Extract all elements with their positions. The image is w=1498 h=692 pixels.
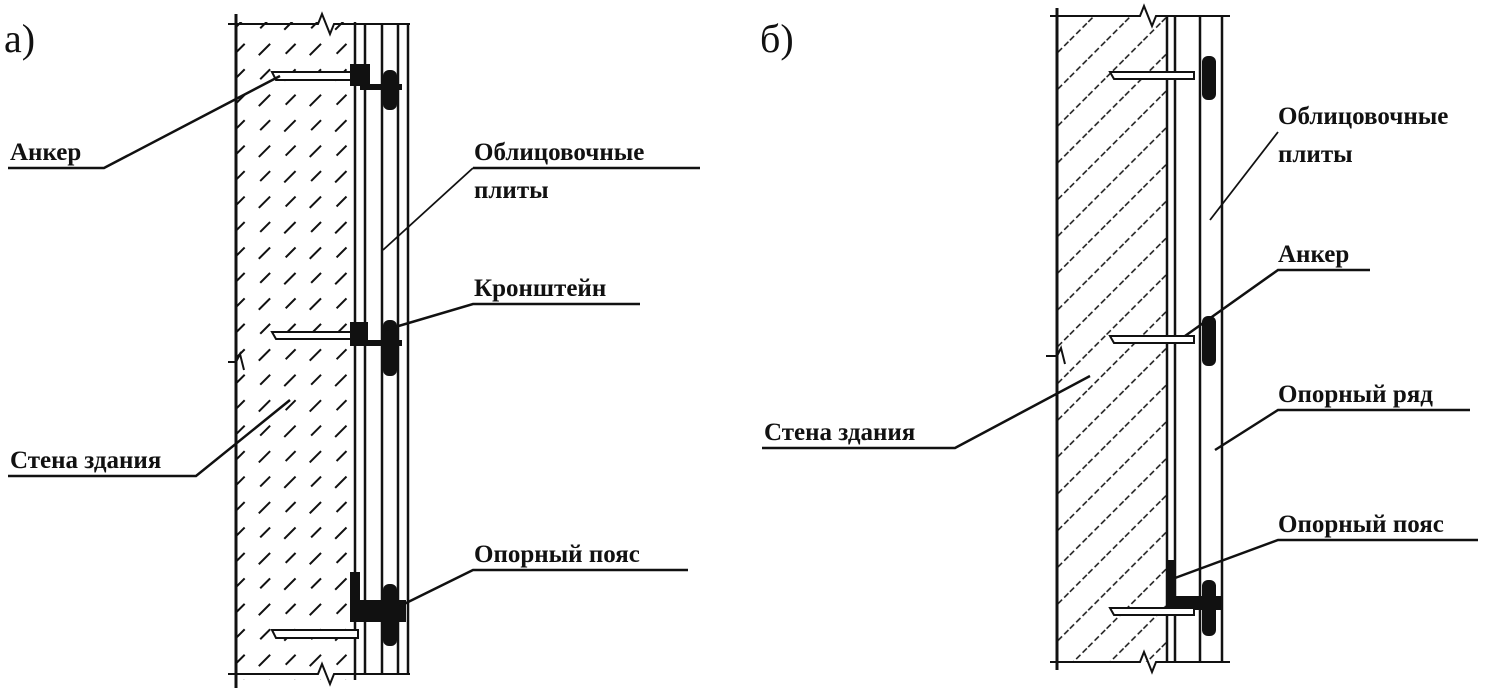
support-belt-a: [270, 572, 406, 646]
figure-a-tag: а): [4, 16, 35, 61]
label-support-belt-b: Опорный пояс: [1278, 511, 1444, 538]
anchor-b-middle: [1108, 316, 1216, 366]
label-facing-plates-a-line1: Облицовочные: [474, 139, 644, 166]
label-bracket-a: Кронштейн: [474, 275, 606, 302]
cladding-plates-a: [363, 24, 410, 674]
leaders-b: [762, 131, 1478, 580]
figure-b: б): [760, 3, 1478, 675]
figure-a: а): [4, 11, 700, 688]
leaders-a: [8, 74, 700, 608]
figure-b-tag: б): [760, 16, 794, 61]
anchor-a-top: [270, 64, 402, 110]
label-support-row-b: Опорный ряд: [1278, 381, 1433, 408]
label-facing-plates-b-line1: Облицовочные: [1278, 103, 1448, 130]
label-facing-plates-a-line2: плиты: [474, 177, 549, 204]
label-wall-b: Стена здания: [764, 419, 915, 446]
label-facing-plates-b-line2: плиты: [1278, 141, 1353, 168]
label-anchor-b: Анкер: [1278, 241, 1349, 268]
anchor-b-top: [1108, 56, 1216, 100]
label-anchor-a: Анкер: [10, 139, 81, 166]
support-belt-b: [1108, 560, 1222, 636]
wall-section-a: [228, 11, 410, 688]
anchor-a-middle: [270, 320, 402, 376]
label-wall-a: Стена здания: [10, 447, 161, 474]
label-support-belt-a: Опорный пояс: [474, 541, 640, 568]
